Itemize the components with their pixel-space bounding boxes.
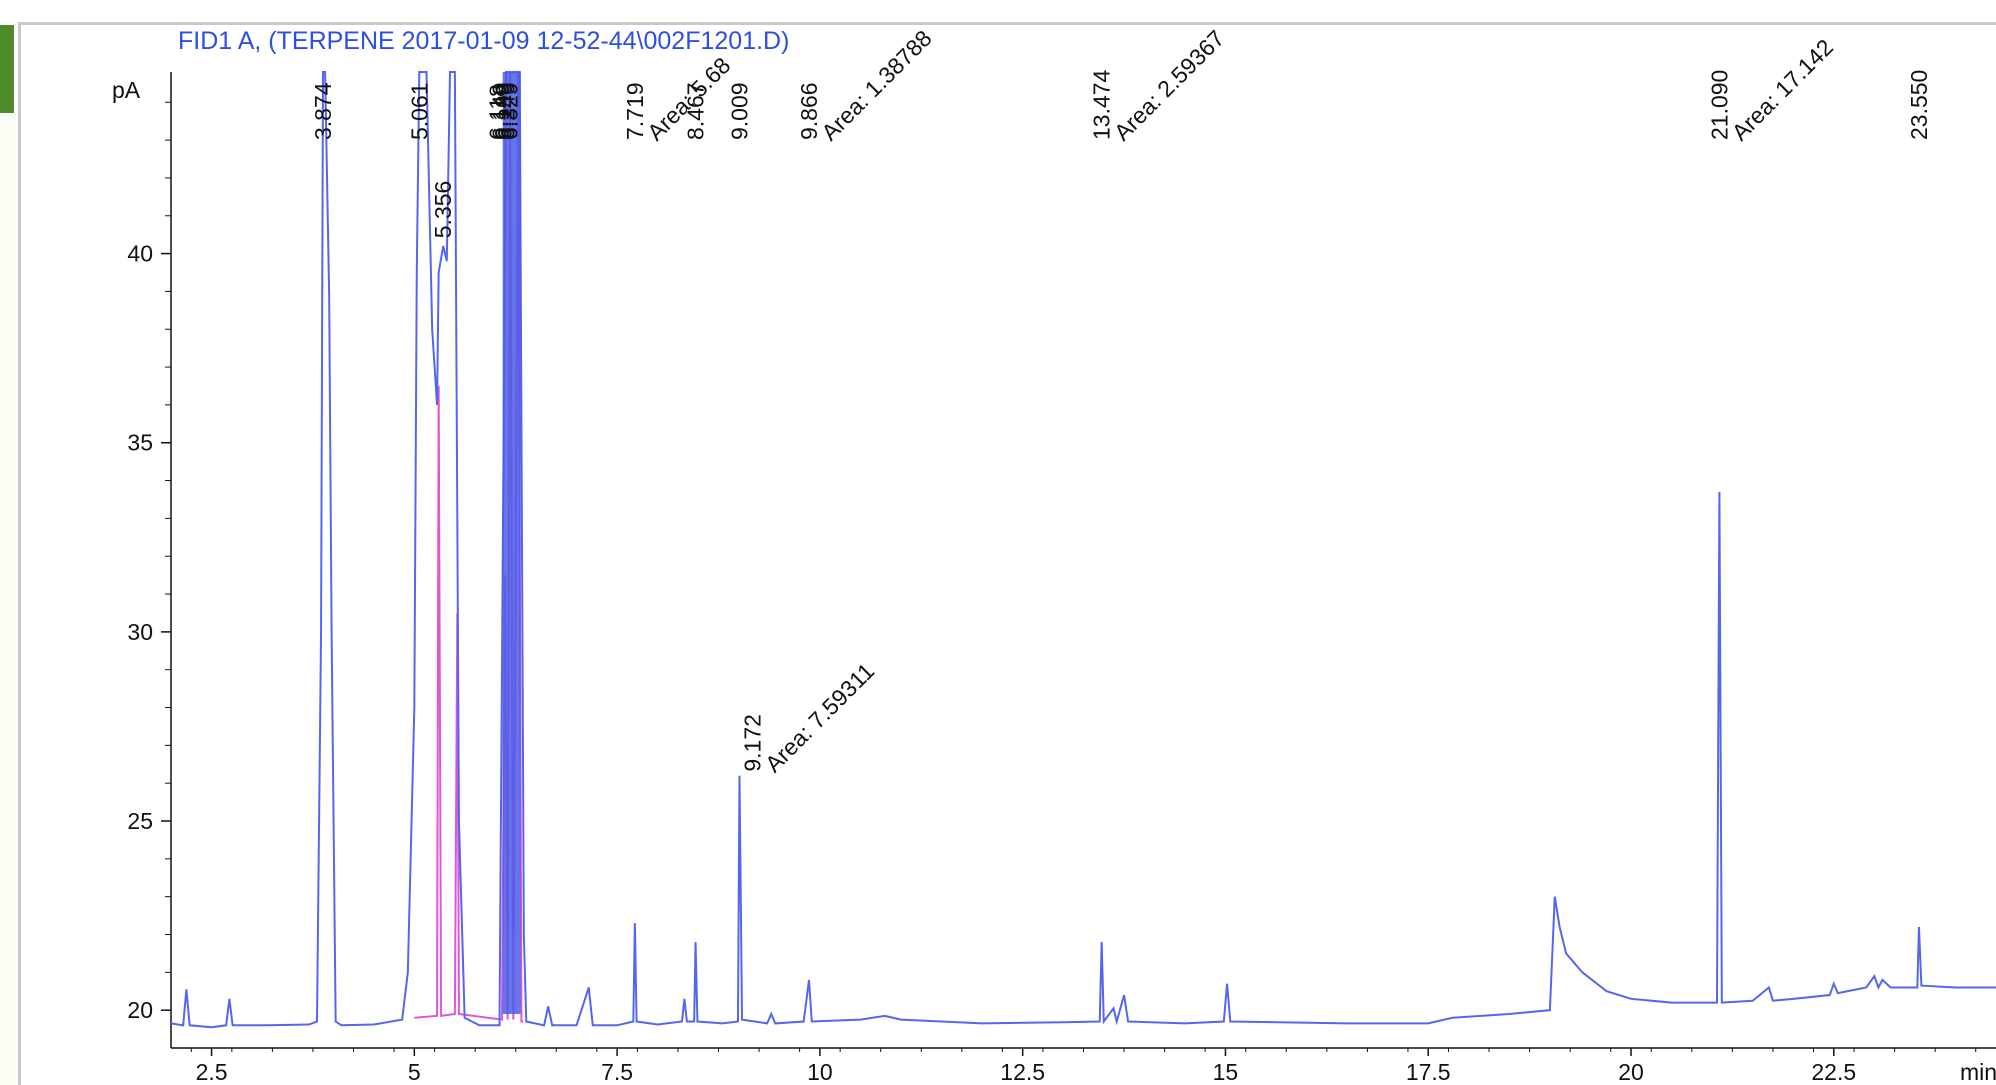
coeluting-peak-cluster <box>502 72 521 1014</box>
peak-area-label: Area: 1.38788 <box>816 25 937 146</box>
peak-label: 5.061 <box>406 82 432 140</box>
y-axis-label: pA <box>112 77 141 103</box>
peak-label: 21.090 <box>1706 70 1732 140</box>
y-tick-label: 30 <box>127 619 153 645</box>
peak-area-label: Area: 2.59367 <box>1109 25 1230 146</box>
x-tick-label: 10 <box>807 1059 833 1085</box>
x-tick-label: 2.5 <box>196 1059 228 1085</box>
x-tick-label: 12.5 <box>1000 1059 1045 1085</box>
cluster-peak-label: 6.199 <box>491 82 517 140</box>
side-panel-tab[interactable] <box>0 25 14 113</box>
peak-label: 9.009 <box>727 82 753 140</box>
cluster-peak-label: 6.118 <box>485 84 511 140</box>
chart-title: FID1 A, (TERPENE 2017-01-09 12-52-44\002… <box>178 27 789 55</box>
peak-area-label: Area: 17.142 <box>1727 34 1839 146</box>
peak-label: 13.474 <box>1089 69 1115 140</box>
peak-label: 23.550 <box>1906 70 1932 140</box>
x-tick-label: 22.5 <box>1811 1059 1856 1085</box>
peak-label: 7.719 <box>622 82 648 140</box>
cluster-peak-label: 6.329 <box>497 82 523 140</box>
signal-series <box>170 71 1996 1029</box>
y-tick-label: 20 <box>127 997 153 1023</box>
x-tick-label: 7.5 <box>601 1059 633 1085</box>
side-panel-strip <box>0 113 18 1085</box>
y-tick-label: 40 <box>127 241 153 267</box>
x-tick-label: 5 <box>408 1059 421 1085</box>
peak-label: 9.172 <box>740 714 766 772</box>
cluster-peak-label: 6.149 <box>488 82 514 140</box>
x-tick-label: 15 <box>1213 1059 1239 1085</box>
chart-frame <box>18 22 1996 1085</box>
peak-label: 8.467 <box>683 82 709 140</box>
peak-label: 9.866 <box>796 82 822 140</box>
peak-label: 5.356 <box>430 181 456 239</box>
cluster-peak-label: 6.249 <box>494 82 520 140</box>
y-tick-label: 25 <box>127 808 153 834</box>
x-axis-label: min <box>1960 1059 1996 1085</box>
x-tick-label: 20 <box>1618 1059 1644 1085</box>
peak-area-label: Area: 7.59311 <box>760 658 879 777</box>
x-tick-label: 17.5 <box>1406 1059 1451 1085</box>
y-tick-label: 35 <box>127 430 153 456</box>
peak-label: 3.874 <box>310 82 336 140</box>
